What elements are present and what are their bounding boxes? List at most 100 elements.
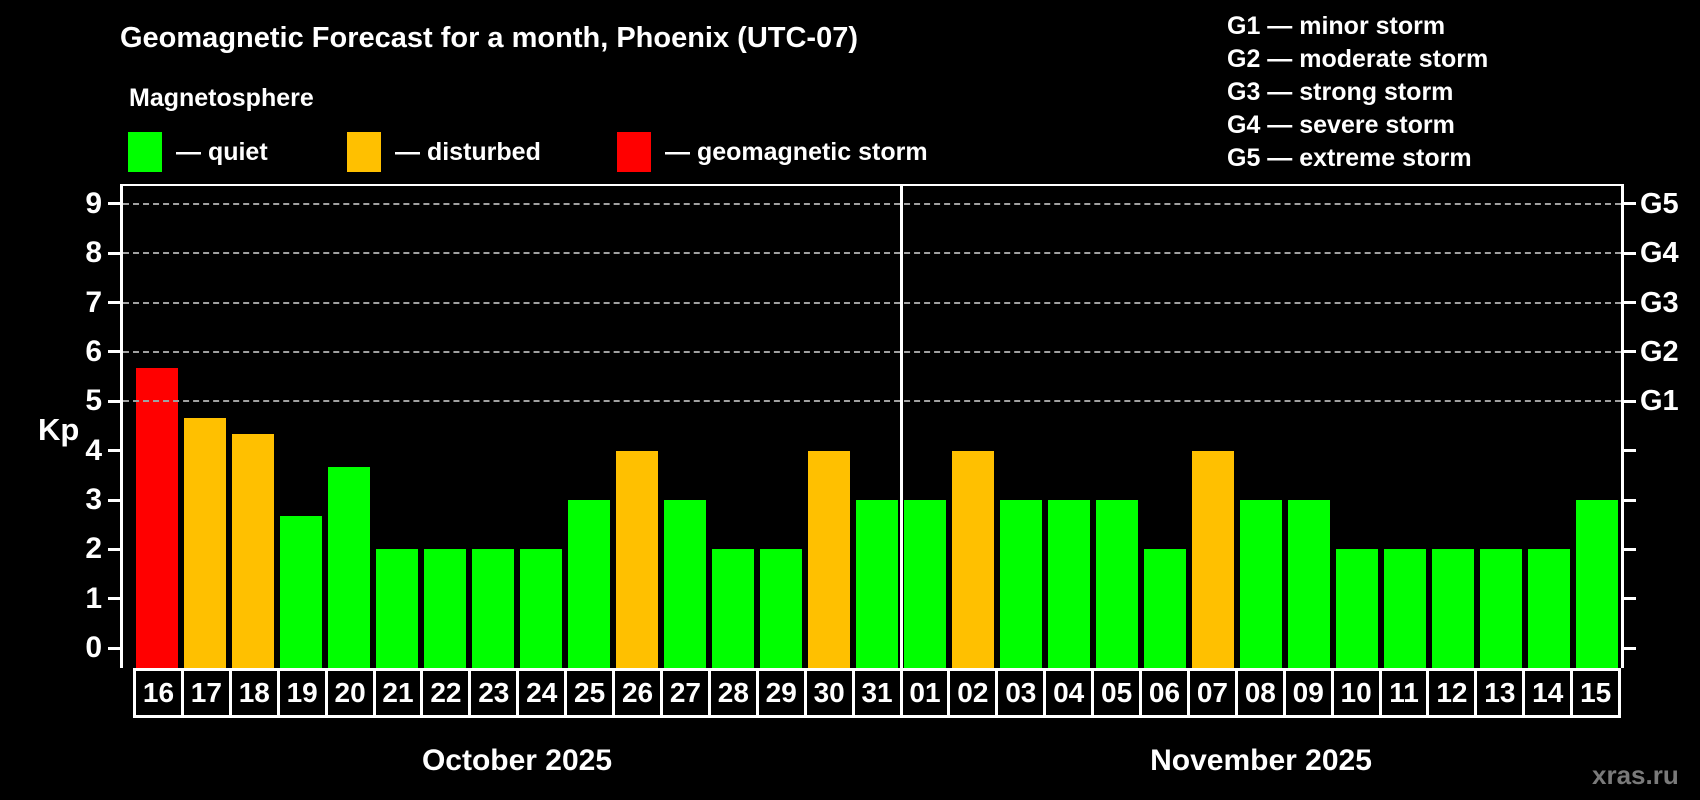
day-cell-november-14: 14 [1522,668,1574,718]
g-legend-line-5: G5 — extreme storm [1227,144,1472,172]
day-cell-october-20: 20 [324,668,376,718]
month-divider-line [899,184,903,668]
kp-bar-october-29 [759,549,803,668]
kp-bar-november-04 [1047,500,1091,668]
y-tick-label-3: 3 [85,483,102,517]
kp-bar-october-26 [615,450,659,668]
y-tick-4 [108,449,120,453]
right-tick-3 [1624,498,1636,502]
day-cell-november-10: 10 [1330,668,1382,718]
kp-bar-october-30 [807,450,851,668]
right-tick-9 [1624,202,1636,206]
bar-slot-november-02 [949,184,997,668]
kp-bar-october-23 [471,549,515,668]
bar-slot-october-31 [853,184,901,668]
day-cell-october-16: 16 [133,668,184,718]
day-cell-october-18: 18 [228,668,280,718]
day-cell-november-08: 08 [1234,668,1286,718]
legend-item-disturbed: — disturbed [347,130,541,174]
y-tick-label-5: 5 [85,384,102,418]
y-tick-9 [108,202,120,206]
y-tick-label-4: 4 [85,433,102,467]
kp-bar-october-31 [855,500,899,668]
legend-swatch-storm [617,132,651,172]
day-cell-november-13: 13 [1474,668,1526,718]
right-tick-5 [1624,399,1636,403]
right-tick-2 [1624,547,1636,551]
day-cell-november-07: 07 [1186,668,1238,718]
gridline-kp9 [123,202,1621,205]
bar-slot-october-17 [181,184,229,668]
bar-slot-october-23 [469,184,517,668]
bar-slot-october-27 [661,184,709,668]
bar-slot-november-05 [1093,184,1141,668]
chart-subtitle: Magnetosphere [129,84,314,112]
y-tick-5 [108,399,120,403]
y-tick-label-6: 6 [85,334,102,368]
bar-slot-october-22 [421,184,469,668]
kp-bar-october-18 [231,434,275,668]
kp-bar-november-02 [951,450,995,668]
day-cell-october-29: 29 [755,668,807,718]
kp-bar-november-03 [999,500,1043,668]
bar-slot-november-06 [1141,184,1189,668]
plot-top-border [120,184,1624,186]
bar-slot-october-21 [373,184,421,668]
day-cell-october-27: 27 [659,668,711,718]
g-legend-line-4: G4 — severe storm [1227,111,1455,139]
legend-item-storm: — geomagnetic storm [617,130,928,174]
y-tick-3 [108,498,120,502]
right-tick-4 [1624,449,1636,453]
right-tick-1 [1624,597,1636,601]
right-tick-0 [1624,646,1636,650]
legend-label-storm: — geomagnetic storm [665,137,928,166]
g-legend-line-1: G1 — minor storm [1227,12,1446,40]
kp-bar-october-22 [423,549,467,668]
legend-label-disturbed: — disturbed [395,137,541,166]
bar-slot-november-13 [1477,184,1525,668]
g-legend-line-2: G2 — moderate storm [1227,45,1489,73]
bar-slot-november-08 [1237,184,1285,668]
y-tick-7 [108,301,120,305]
bar-slot-october-16 [133,184,181,668]
kp-bar-october-27 [663,500,707,668]
g-scale-legend: G1 — minor storm G2 — moderate storm G3 — … [1227,10,1488,175]
gridline-kp7 [123,301,1621,304]
bar-slot-november-10 [1333,184,1381,668]
y-tick-8 [108,251,120,255]
day-cell-october-28: 28 [707,668,759,718]
bar-slot-october-25 [565,184,613,668]
plot-area: Kp 0 1 2 3 4 5 6 7 8 9 G1 G2 G3 G4 G5 [38,184,1679,668]
x-axis-day-labels: 16 17 18 19 20 21 22 23 24 25 26 27 28 29 30 31 01 02 03 04… [133,668,1622,718]
day-cell-november-09: 09 [1282,668,1334,718]
day-cell-october-22: 22 [420,668,472,718]
y-tick-label-1: 1 [85,581,102,615]
bar-slot-october-19 [277,184,325,668]
day-cell-november-02: 02 [947,668,999,718]
bar-series [133,184,1621,668]
bar-slot-november-03 [997,184,1045,668]
kp-bar-october-20 [327,467,371,668]
bar-slot-november-12 [1429,184,1477,668]
bar-slot-october-29 [757,184,805,668]
legend-swatch-disturbed [347,132,381,172]
bar-slot-november-04 [1045,184,1093,668]
kp-bar-november-06 [1143,549,1187,668]
status-legend: — quiet — disturbed — geomagnetic storm [0,130,1700,174]
kp-bar-october-21 [375,549,419,668]
gridline-kp5 [123,400,1621,403]
kp-bar-november-01 [903,500,947,668]
y-tick-6 [108,350,120,354]
day-cell-october-21: 21 [372,668,424,718]
kp-bar-october-25 [567,500,611,668]
kp-bar-november-11 [1383,549,1427,668]
bar-slot-october-20 [325,184,373,668]
kp-bar-october-28 [711,549,755,668]
day-cell-october-23: 23 [468,668,520,718]
y-tick-label-7: 7 [85,285,102,319]
bar-slot-october-26 [613,184,661,668]
day-cell-november-11: 11 [1378,668,1430,718]
day-cell-october-19: 19 [276,668,328,718]
kp-bar-november-07 [1191,450,1235,668]
